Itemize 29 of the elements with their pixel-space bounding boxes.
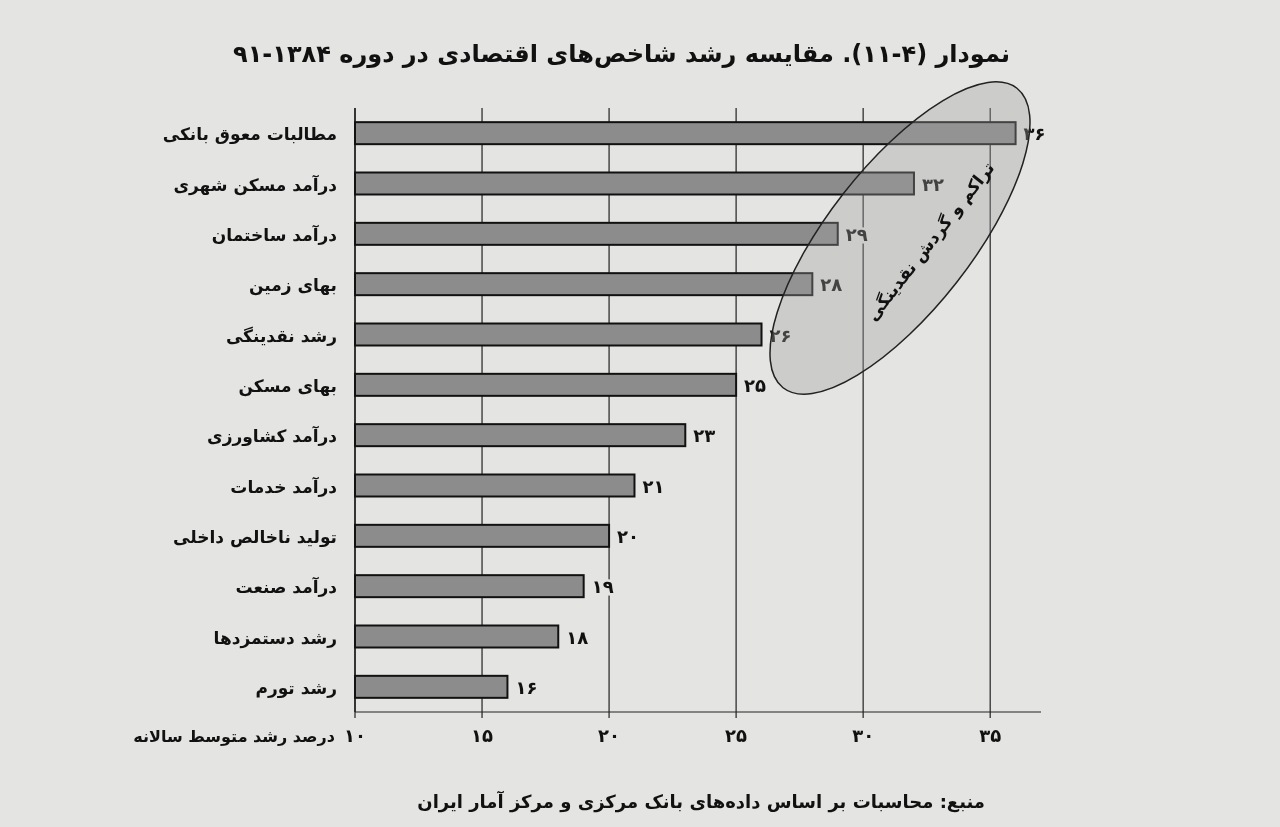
y-tick-label: بهای مسکن xyxy=(238,375,337,397)
y-tick-label: رشد دستمزدها xyxy=(213,627,337,649)
x-tick-label: ۱۰ xyxy=(344,725,366,746)
data-label: ۲۳ xyxy=(693,425,716,447)
data-label: ۲۵ xyxy=(744,374,767,396)
x-tick-label: ۱۵ xyxy=(471,725,494,746)
y-tick-label: درآمد خدمات xyxy=(230,475,338,497)
data-label: ۲۱ xyxy=(642,475,665,497)
y-tick-label: درآمد مسکن شهری xyxy=(173,173,338,196)
y-tick-label: تولید ناخالص داخلی xyxy=(173,526,337,548)
y-tick-label: مطالبات معوق بانکی xyxy=(162,124,337,146)
data-label: ۳۲ xyxy=(921,173,944,195)
text: منبع: محاسبات بر اساس داده‌های بانک مرکزی و مرکز آمار ایران xyxy=(417,790,985,813)
data-label: ۱۶ xyxy=(515,676,538,698)
y-tick-label: درآمد صنعت xyxy=(235,576,338,598)
y-tick-label: رشد تورم xyxy=(255,677,337,699)
y-tick-label: درآمد کشاورزی xyxy=(207,425,338,448)
x-tick-label: ۲۰ xyxy=(598,725,621,746)
y-tick-label: رشد نقدینگی xyxy=(225,325,337,346)
chart-title: نمودار (۴-۱۱). مقایسه رشد شاخص‌های اقتصادی در دوره ۱۳۸۴-۹۱ xyxy=(233,40,1010,68)
y-tick-label: درآمد ساختمان xyxy=(211,223,338,245)
data-label: ۱۸ xyxy=(566,626,589,648)
x-tick-label: ۳۰ xyxy=(852,725,875,746)
x-tick-label: ۳۵ xyxy=(979,725,1002,746)
x-tick-label: ۲۵ xyxy=(725,725,748,746)
data-label: ۲۸ xyxy=(820,274,843,296)
data-label: ۲۰ xyxy=(617,525,640,547)
y-tick-label: بهای زمین xyxy=(248,275,337,297)
x-axis-title: درصد رشد متوسط سالانه xyxy=(133,727,335,746)
